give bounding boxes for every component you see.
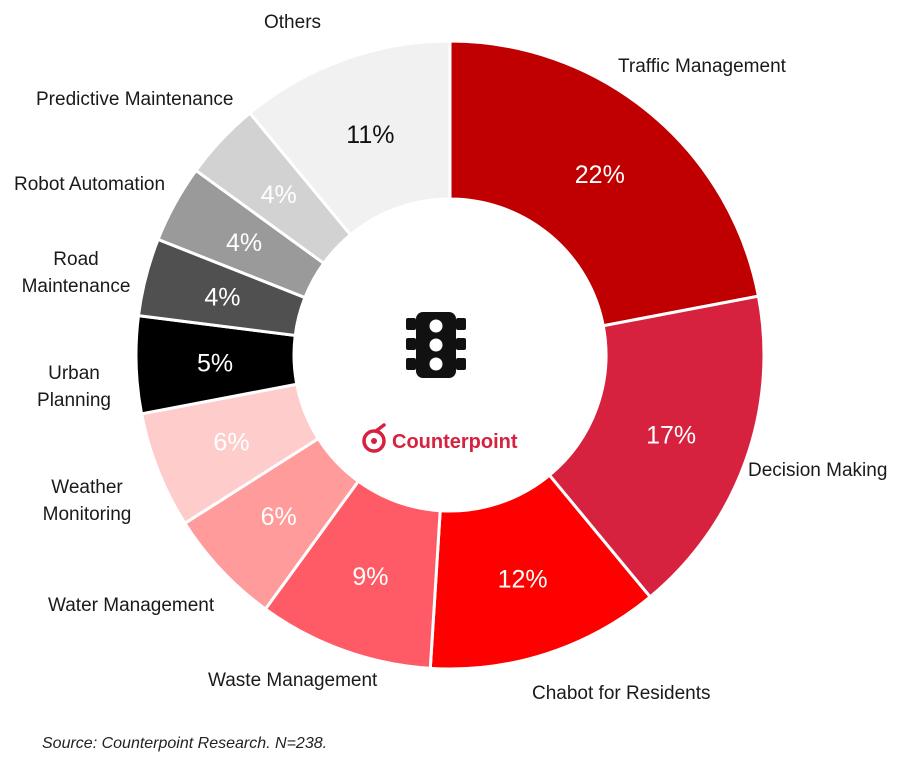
donut-segments: [134, 39, 766, 671]
category-label-chabot-for-residents: Chabot for Residents: [532, 683, 711, 704]
value-label-water-management: 6%: [261, 503, 297, 531]
category-label-waste-management: Waste Management: [208, 670, 378, 691]
category-label-robot-automation: Robot Automation: [14, 174, 165, 195]
donut-chart: 22% 17% 12% 9% 6% 6% 5% 4% 4% 4% 11% Traffic Manag…: [14, 12, 887, 704]
counterpoint-logo-icon: [362, 429, 386, 453]
value-label-decision-making: 17%: [646, 422, 696, 450]
segment-chabot-for-residents: [428, 473, 653, 671]
category-label-urban-planning: Urban Planning: [37, 363, 111, 411]
category-label-weather-monitoring: Weather Monitoring: [43, 477, 132, 525]
counterpoint-logo: Counterpoint: [362, 423, 518, 453]
value-labels: 22% 17% 12% 9% 6% 6% 5% 4% 4% 4% 11%: [197, 121, 696, 594]
value-label-chabot-for-residents: 12%: [498, 565, 548, 593]
value-label-road-maintenance: 4%: [204, 284, 240, 312]
traffic-light-icon: [406, 312, 466, 378]
category-label-others: Others: [264, 12, 321, 33]
value-label-weather-monitoring: 6%: [213, 429, 249, 457]
segment-others: [247, 39, 452, 237]
category-label-road-maintenance: Road Maintenance: [22, 249, 131, 297]
brand-name: Counterpoint: [392, 431, 518, 453]
category-labels: Traffic Management Decision Making Chabot …: [14, 12, 887, 704]
value-label-urban-planning: 5%: [197, 349, 233, 377]
value-label-robot-automation: 4%: [226, 229, 262, 257]
value-label-others: 11%: [346, 121, 394, 149]
segment-traffic-management: [448, 39, 761, 328]
category-label-traffic-management: Traffic Management: [618, 56, 787, 77]
value-label-predictive-maintenance: 4%: [261, 181, 297, 209]
category-label-predictive-maintenance: Predictive Maintenance: [36, 89, 234, 110]
value-label-traffic-management: 22%: [575, 161, 625, 189]
category-label-decision-making: Decision Making: [748, 460, 887, 481]
source-note: Source: Counterpoint Research. N=238.: [42, 735, 328, 752]
segment-decision-making: [547, 294, 766, 600]
value-label-waste-management: 9%: [352, 563, 388, 591]
category-label-water-management: Water Management: [48, 595, 215, 616]
